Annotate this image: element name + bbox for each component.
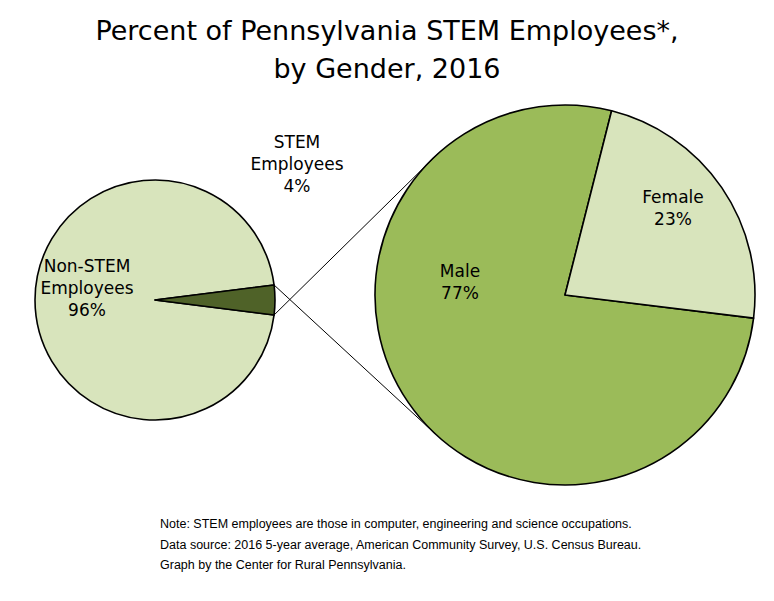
category-label-line: Female	[642, 187, 703, 207]
pie-slice	[35, 180, 274, 420]
pie-slice	[155, 285, 275, 315]
category-label: Female	[642, 187, 703, 207]
pie-chart: Non-STEMEmployees96%STEMEmployees4%	[35, 132, 344, 420]
pie-chart: Male77% Female23%	[375, 105, 755, 485]
pie-slice	[565, 111, 755, 318]
title: Percent of Pennsylvania STEM Employees*,	[95, 15, 678, 46]
category-label-line: Male	[440, 261, 480, 281]
note: Graph by the Center for Rural Pennsylvan…	[160, 558, 406, 572]
category-label-line: Non-STEM	[44, 256, 131, 276]
category-label-line: STEM	[274, 132, 321, 152]
category-label-line: Employees	[40, 278, 133, 298]
note: Data source: 2016 5-year average, Americ…	[160, 538, 641, 552]
category-label: Non-STEMEmployees	[40, 256, 133, 298]
data-label: 23%	[654, 209, 692, 229]
slices	[35, 180, 275, 420]
connector-line	[274, 285, 435, 434]
data-label: 77%	[441, 283, 479, 303]
category-label-line: Employees	[250, 154, 343, 174]
note: Note: STEM employees are those in comput…	[160, 517, 632, 531]
data-label: 96%	[68, 300, 106, 320]
connector-line	[274, 153, 438, 315]
title: by Gender, 2016	[273, 53, 500, 84]
category-label: STEMEmployees	[250, 132, 343, 174]
slices	[375, 105, 755, 485]
data-label: 4%	[284, 176, 311, 196]
category-label: Male	[440, 261, 480, 281]
